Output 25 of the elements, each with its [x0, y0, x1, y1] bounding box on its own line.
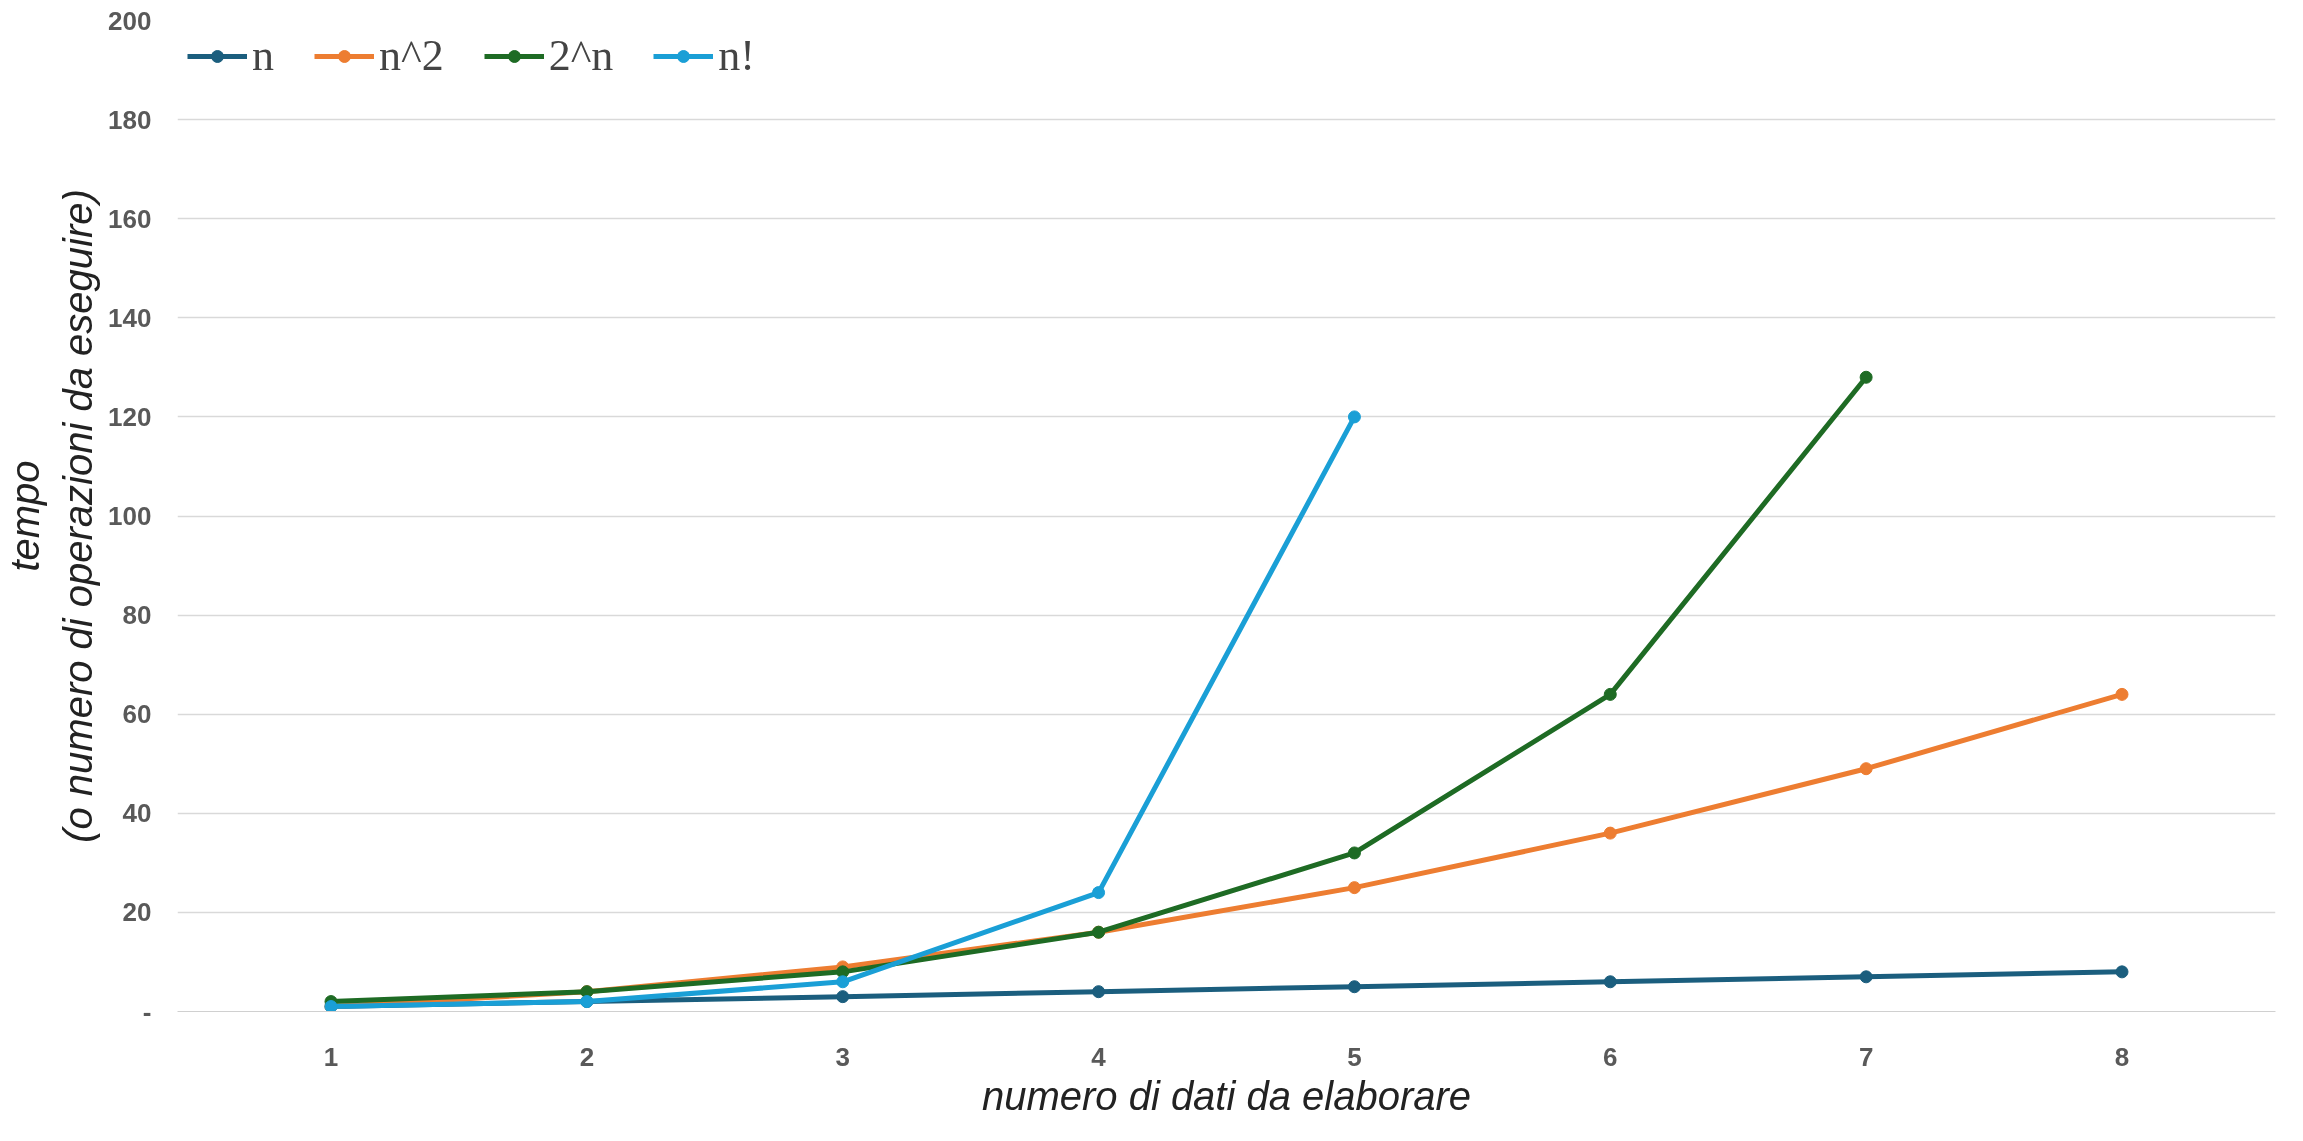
- x-tick-label: 3: [835, 1041, 850, 1072]
- y-tick-label: 180: [108, 104, 152, 135]
- legend-label: n^2: [379, 30, 444, 81]
- y-axis-title: tempo (o numero di operazioni da eseguire): [3, 189, 101, 843]
- x-tick-label: 5: [1347, 1041, 1362, 1072]
- x-axis-title: numero di dati da elaborare: [981, 1073, 1472, 1118]
- y-tick-label: 120: [108, 401, 152, 432]
- x-tick-label: 8: [2114, 1041, 2130, 1072]
- x-tick-label: 7: [1858, 1041, 1874, 1072]
- y-tick-label: 100: [108, 501, 152, 531]
- y-tick-label: 20: [122, 897, 152, 928]
- y-tick-label: 200: [108, 5, 152, 36]
- y-tick-label: -: [142, 996, 152, 1027]
- x-tick-label: 4: [1091, 1041, 1107, 1072]
- legend-label: 2^n: [548, 30, 614, 81]
- x-tick-label: 2: [579, 1041, 595, 1072]
- y-tick-label: 80: [122, 600, 152, 631]
- x-tick-label: 1: [323, 1041, 339, 1072]
- y-tick-label: 60: [122, 699, 152, 730]
- legend-label: n: [252, 30, 274, 81]
- x-tick-label: 6: [1603, 1041, 1618, 1072]
- legend-label: n!: [718, 30, 755, 81]
- y-tick-label: 140: [108, 302, 152, 333]
- y-tick-label: 40: [122, 798, 152, 829]
- y-tick-label: 160: [108, 203, 152, 234]
